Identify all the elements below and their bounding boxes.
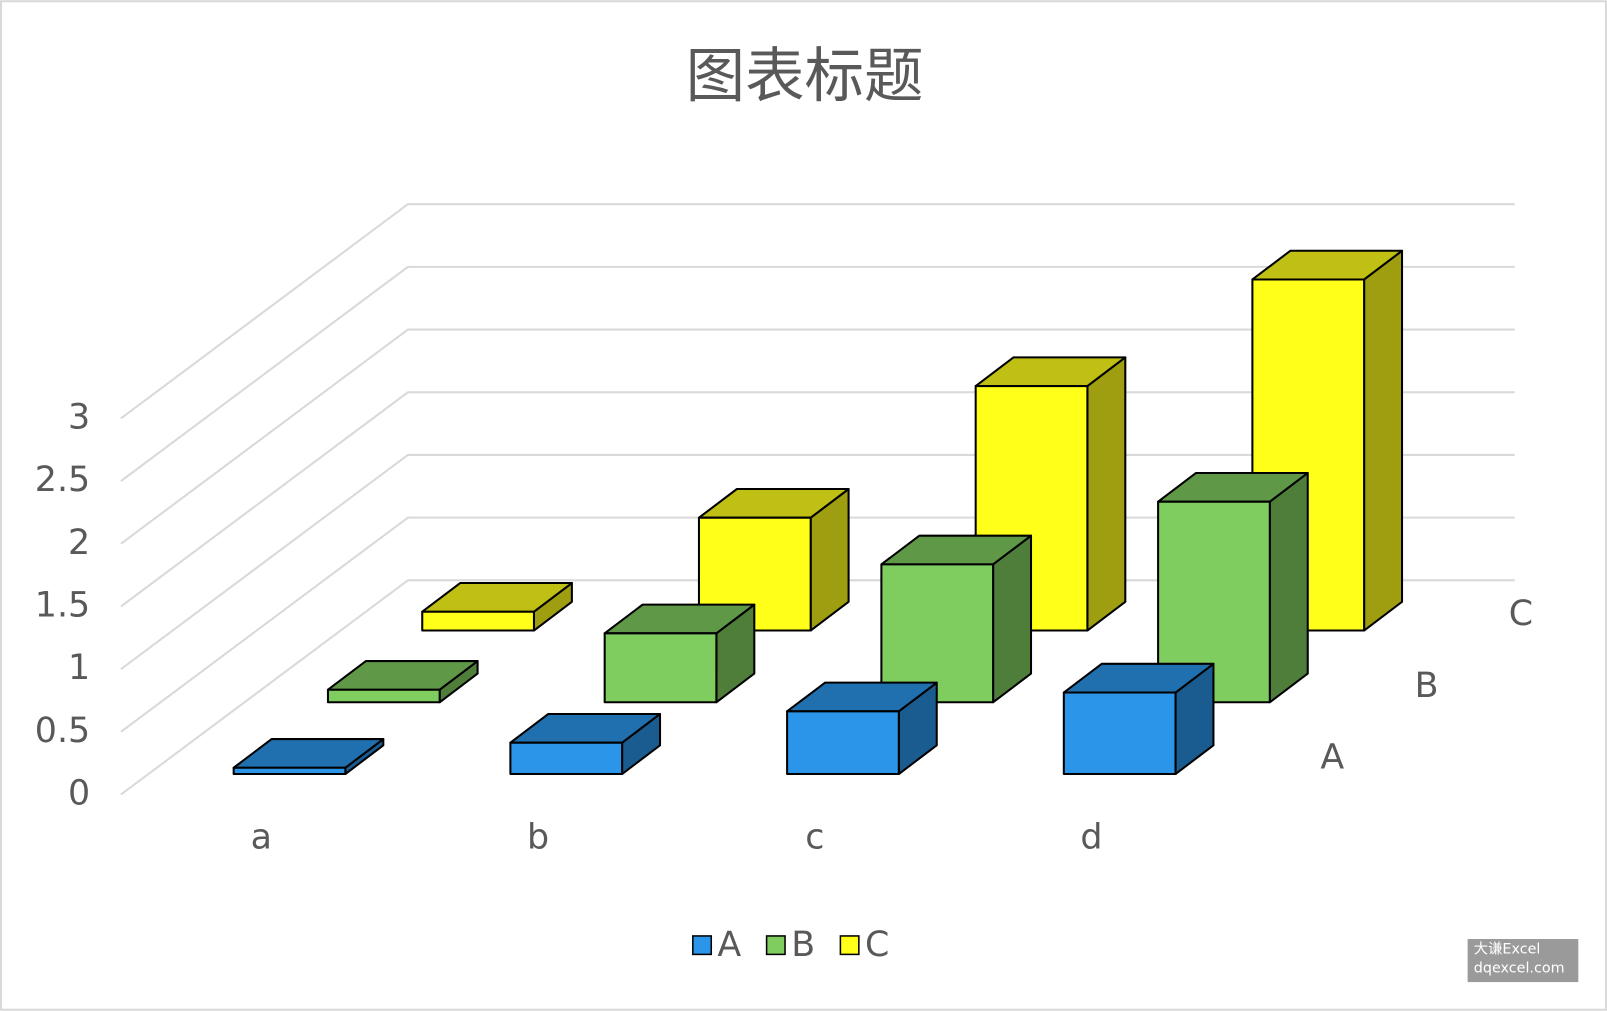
bar-side bbox=[1086, 356, 1127, 632]
bar-front bbox=[421, 610, 535, 632]
y-tick-label: 2.5 bbox=[35, 460, 90, 500]
bar bbox=[603, 603, 756, 704]
legend-label: A bbox=[717, 925, 741, 965]
y-tick-label: 2 bbox=[68, 523, 90, 563]
depth-label: B bbox=[1415, 666, 1439, 706]
bar-front bbox=[880, 563, 995, 704]
x-tick-label: b bbox=[527, 818, 549, 858]
legend-label: C bbox=[865, 925, 889, 965]
bar bbox=[421, 582, 573, 632]
grid-line bbox=[120, 391, 1515, 608]
watermark-text: dqexcel.com bbox=[1474, 961, 1565, 977]
bar-side bbox=[1268, 471, 1309, 704]
watermark-text: 大谦Excel bbox=[1474, 940, 1541, 957]
bar bbox=[697, 487, 850, 632]
watermark: 大谦Excel dqexcel.com bbox=[1467, 939, 1579, 983]
bar-front bbox=[603, 632, 718, 704]
bar-front bbox=[786, 710, 900, 776]
grid-line bbox=[120, 265, 1515, 482]
y-tick-label: 3 bbox=[68, 397, 90, 437]
bar bbox=[880, 534, 1033, 704]
bar-front bbox=[509, 741, 624, 776]
legend-label: B bbox=[791, 925, 815, 965]
depth-label: C bbox=[1509, 594, 1533, 634]
x-tick-label: d bbox=[1080, 818, 1102, 858]
legend-swatch bbox=[692, 935, 713, 956]
grid-line bbox=[120, 579, 1515, 796]
bar bbox=[509, 712, 662, 776]
depth-label: A bbox=[1320, 738, 1344, 778]
legend-swatch bbox=[839, 935, 860, 956]
y-tick-label: 0.5 bbox=[35, 711, 90, 751]
bar bbox=[232, 738, 385, 776]
chart-title: 图表标题 bbox=[686, 42, 924, 111]
bar-front bbox=[326, 688, 441, 704]
legend-swatch bbox=[765, 935, 786, 956]
bar bbox=[786, 681, 938, 776]
bar-front bbox=[1062, 691, 1177, 776]
bar-front bbox=[232, 766, 347, 776]
bar-side bbox=[1363, 249, 1404, 632]
bar bbox=[1062, 662, 1215, 776]
y-tick-label: 0 bbox=[68, 774, 90, 814]
grid-line bbox=[120, 453, 1515, 670]
y-tick-label: 1 bbox=[68, 648, 90, 688]
bar bbox=[326, 660, 479, 704]
y-tick-label: 1.5 bbox=[35, 585, 90, 625]
x-tick-label: c bbox=[805, 818, 824, 858]
grid-line bbox=[120, 516, 1515, 733]
grid-line bbox=[120, 203, 1515, 420]
x-tick-label: a bbox=[251, 818, 272, 858]
grid-line bbox=[120, 328, 1515, 545]
watermark-box bbox=[1467, 939, 1579, 983]
